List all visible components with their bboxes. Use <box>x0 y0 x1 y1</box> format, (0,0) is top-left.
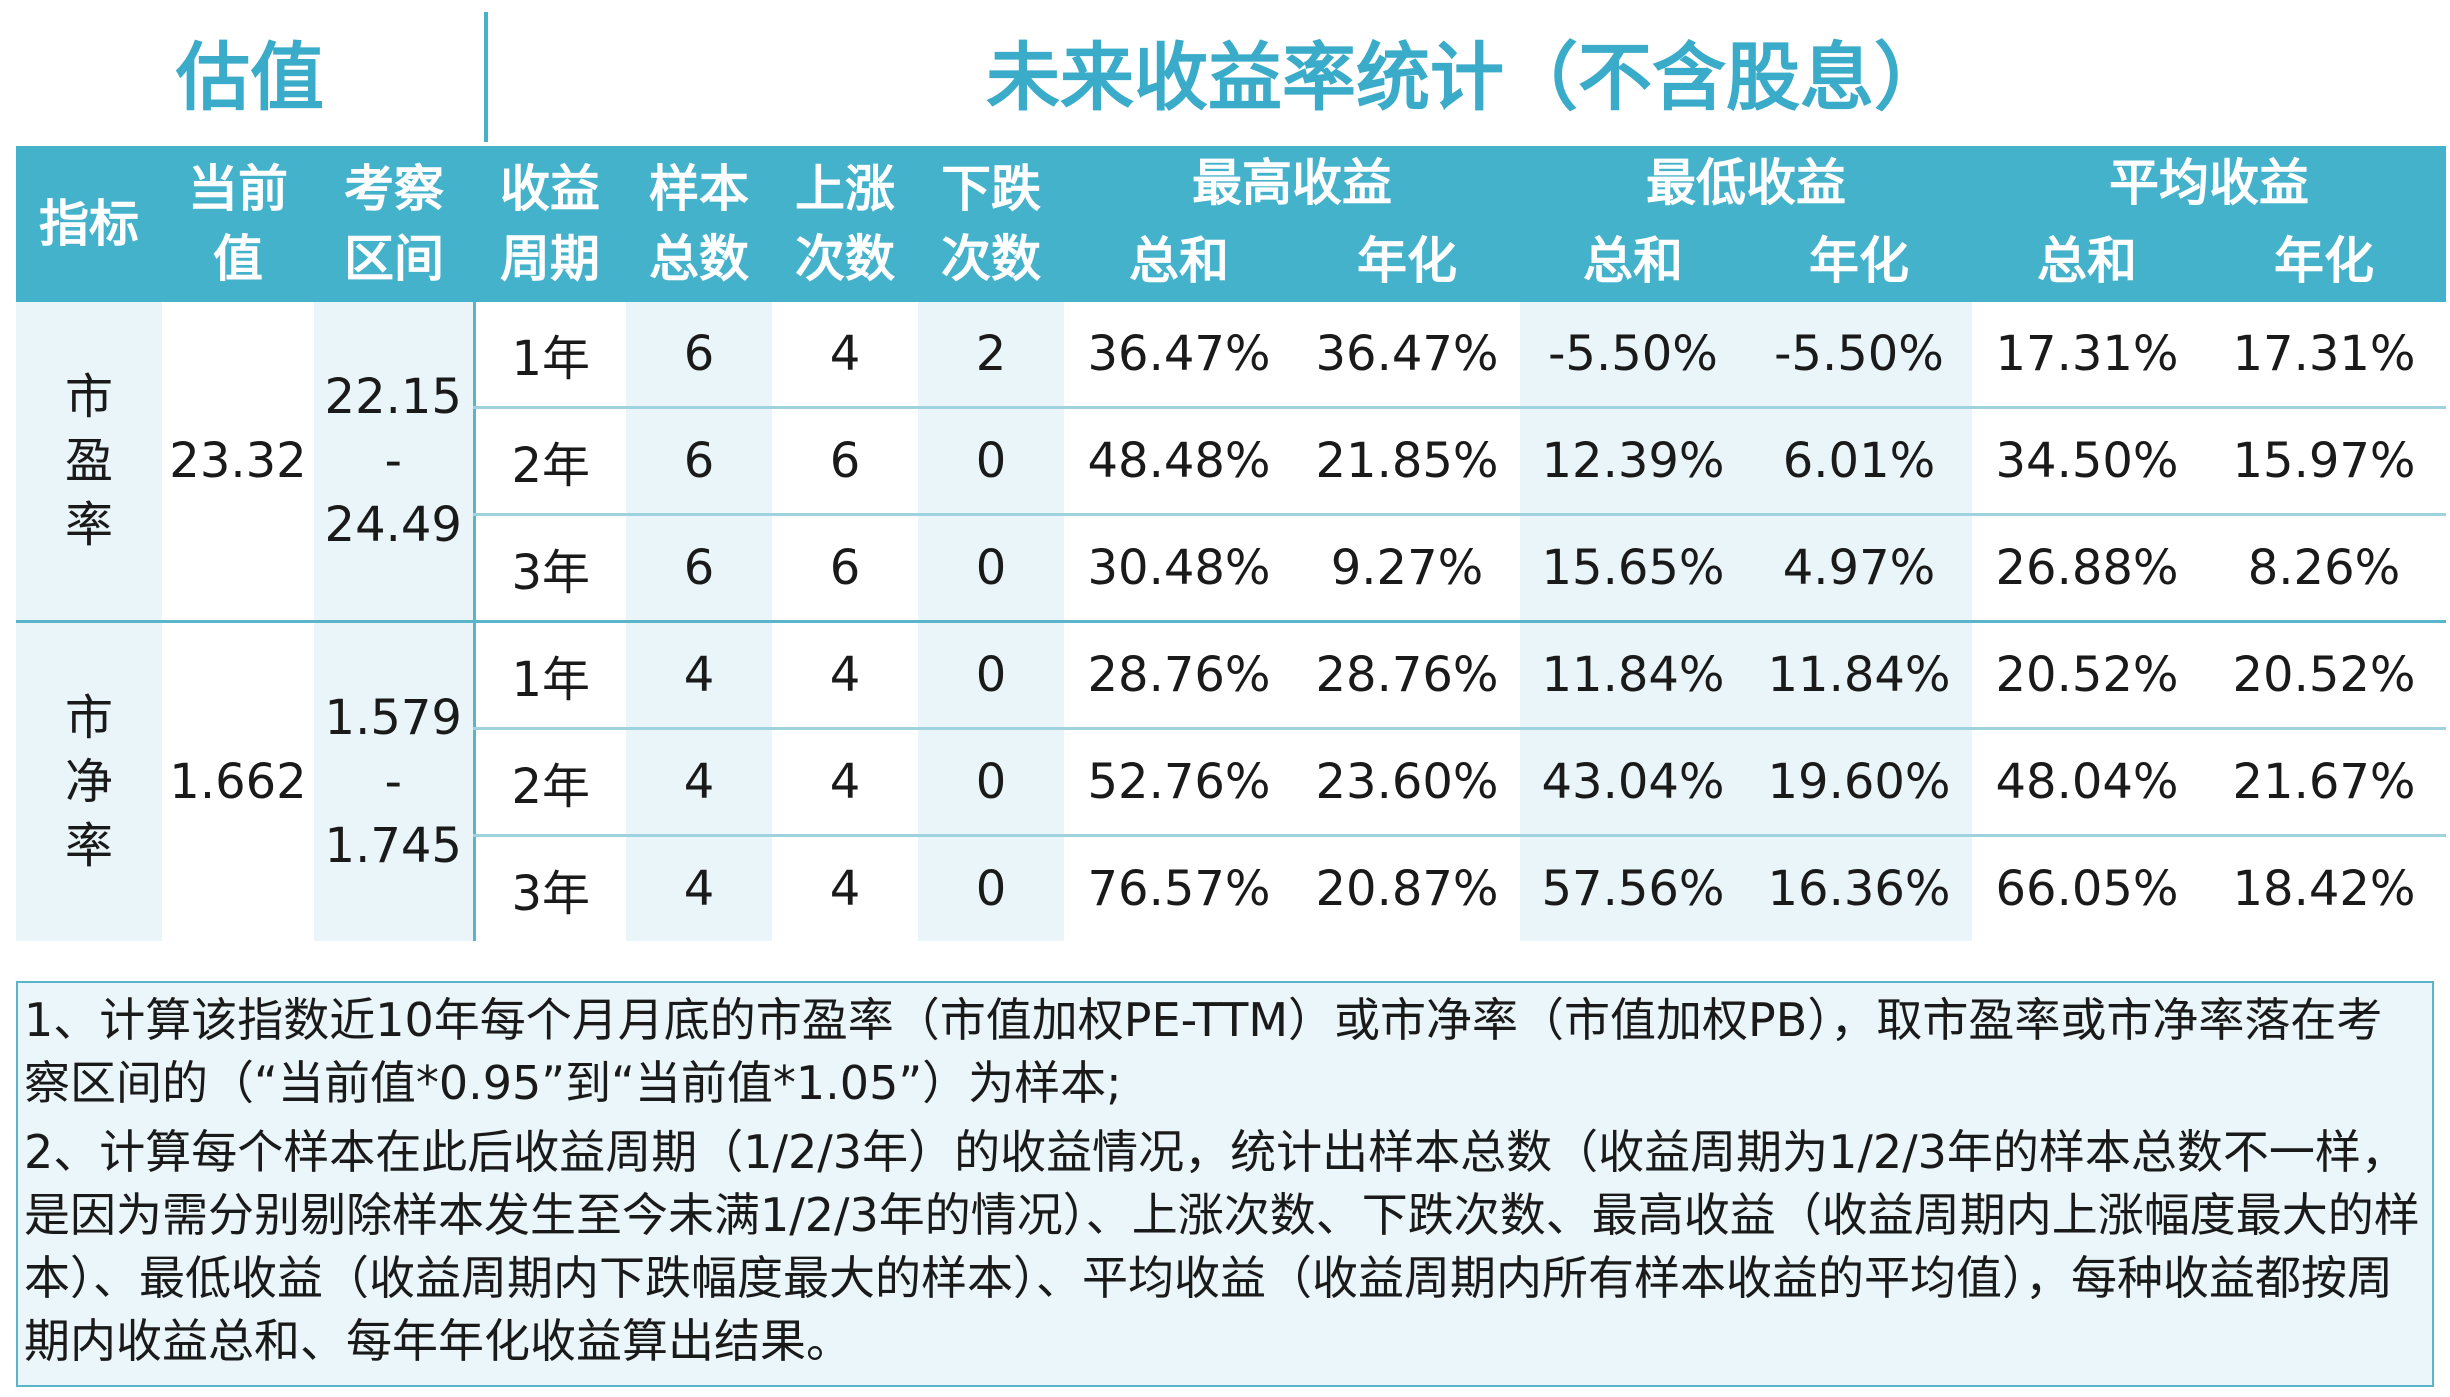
header-avg: 平均收益 <box>1972 146 2446 220</box>
period-cell: 2年 <box>472 407 626 516</box>
table-row: 3年 6 6 0 30.48% 9.27% 15.65% 4.97% 26.88… <box>16 514 2446 622</box>
min-total-cell: 15.65% <box>1520 514 1746 622</box>
max-annual-cell: 28.76% <box>1294 620 1520 730</box>
samples-cell: 6 <box>626 302 772 409</box>
header-avg-annual: 年化 <box>2202 220 2446 302</box>
max-total-cell: 28.76% <box>1064 620 1294 730</box>
avg-total-cell: 20.52% <box>1972 620 2202 730</box>
range-pe: 22.15-24.49 <box>314 302 474 622</box>
min-annual-cell: -5.50% <box>1746 302 1972 409</box>
header-up: 上涨 次数 <box>772 146 918 302</box>
max-total-cell: 76.57% <box>1064 835 1294 941</box>
min-total-cell: 12.39% <box>1520 407 1746 516</box>
future-return-title: 未来收益率统计（不含股息） <box>986 34 1948 121</box>
min-annual-cell: 19.60% <box>1746 728 1972 837</box>
down-cell: 2 <box>918 302 1064 409</box>
avg-annual-cell: 20.52% <box>2202 620 2446 730</box>
table-row: 市盈率 23.32 22.15-24.49 1年 6 4 2 36.47% 36… <box>16 302 2446 622</box>
up-cell: 4 <box>772 835 918 941</box>
avg-total-cell: 26.88% <box>1972 514 2202 622</box>
samples-cell: 4 <box>626 835 772 941</box>
down-cell: 0 <box>918 728 1064 837</box>
up-cell: 4 <box>772 620 918 730</box>
max-total-cell: 36.47% <box>1064 302 1294 409</box>
avg-annual-cell: 21.67% <box>2202 728 2446 837</box>
min-annual-cell: 6.01% <box>1746 407 1972 516</box>
header-indicator: 指标 <box>16 146 162 302</box>
max-total-cell: 30.48% <box>1064 514 1294 622</box>
max-annual-cell: 9.27% <box>1294 514 1520 622</box>
down-cell: 0 <box>918 407 1064 516</box>
min-total-cell: 57.56% <box>1520 835 1746 941</box>
current-value-pb: 1.662 <box>162 620 314 941</box>
avg-annual-cell: 8.26% <box>2202 514 2446 622</box>
period-cell: 2年 <box>472 728 626 837</box>
min-total-cell: -5.50% <box>1520 302 1746 409</box>
note-1: 1、计算该指数近10年每个月月底的市盈率（市值加权PE-TTM）或市净率（市值加… <box>24 993 2383 1110</box>
avg-annual-cell: 15.97% <box>2202 407 2446 516</box>
down-cell: 0 <box>918 514 1064 622</box>
header-samples: 样本 总数 <box>626 146 772 302</box>
min-annual-cell: 4.97% <box>1746 514 1972 622</box>
min-total-cell: 11.84% <box>1520 620 1746 730</box>
return-stats-table: 指标 当前值 考察 区间 收益 周期 样本 总数 上涨 次数 下跌 次数 最高收益 最低收… <box>16 146 2446 941</box>
valuation-title: 估值 <box>176 34 324 121</box>
header-range: 考察 区间 <box>314 146 474 302</box>
max-total-cell: 48.48% <box>1064 407 1294 516</box>
max-annual-cell: 36.47% <box>1294 302 1520 409</box>
min-annual-cell: 11.84% <box>1746 620 1972 730</box>
header-min-total: 总和 <box>1520 220 1746 302</box>
note-2: 2、计算每个样本在此后收益周期（1/2/3年）的收益情况，统计出样本总数（收益周… <box>24 1125 2420 1368</box>
title-divider <box>484 12 488 142</box>
header-min: 最低收益 <box>1520 146 1972 220</box>
header-max-annual: 年化 <box>1294 220 1520 302</box>
header-min-annual: 年化 <box>1746 220 1972 302</box>
period-cell: 1年 <box>472 620 626 730</box>
avg-annual-cell: 17.31% <box>2202 302 2446 409</box>
table-row: 3年 4 4 0 76.57% 20.87% 57.56% 16.36% 66.… <box>16 835 2446 941</box>
max-total-cell: 52.76% <box>1064 728 1294 837</box>
min-total-cell: 43.04% <box>1520 728 1746 837</box>
header-max-total: 总和 <box>1064 220 1294 302</box>
down-cell: 0 <box>918 620 1064 730</box>
period-cell: 1年 <box>472 302 626 409</box>
range-pb: 1.579-1.745 <box>314 620 474 941</box>
table-row: 2年 6 6 0 48.48% 21.85% 12.39% 6.01% 34.5… <box>16 407 2446 516</box>
header-avg-total: 总和 <box>1972 220 2202 302</box>
period-cell: 3年 <box>472 514 626 622</box>
max-annual-cell: 20.87% <box>1294 835 1520 941</box>
up-cell: 6 <box>772 407 918 516</box>
avg-annual-cell: 18.42% <box>2202 835 2446 941</box>
samples-cell: 4 <box>626 620 772 730</box>
samples-cell: 6 <box>626 407 772 516</box>
up-cell: 6 <box>772 514 918 622</box>
table-row: 2年 4 4 0 52.76% 23.60% 43.04% 19.60% 48.… <box>16 728 2446 837</box>
up-cell: 4 <box>772 728 918 837</box>
min-annual-cell: 16.36% <box>1746 835 1972 941</box>
methodology-notes: 1、计算该指数近10年每个月月底的市盈率（市值加权PE-TTM）或市净率（市值加… <box>16 981 2434 1387</box>
samples-cell: 4 <box>626 728 772 837</box>
header-period: 收益 周期 <box>474 146 626 302</box>
up-cell: 4 <box>772 302 918 409</box>
max-annual-cell: 21.85% <box>1294 407 1520 516</box>
period-cell: 3年 <box>472 835 626 941</box>
max-annual-cell: 23.60% <box>1294 728 1520 837</box>
table-row: 市净率 1.662 1.579-1.745 1年 4 4 0 28.76% 28… <box>16 620 2446 941</box>
avg-total-cell: 34.50% <box>1972 407 2202 516</box>
indicator-pb: 市净率 <box>16 620 162 941</box>
avg-total-cell: 48.04% <box>1972 728 2202 837</box>
header-max: 最高收益 <box>1064 146 1520 220</box>
avg-total-cell: 66.05% <box>1972 835 2202 941</box>
samples-cell: 6 <box>626 514 772 622</box>
header-down: 下跌 次数 <box>918 146 1064 302</box>
current-value-pe: 23.32 <box>162 302 314 622</box>
indicator-pe: 市盈率 <box>16 302 162 622</box>
down-cell: 0 <box>918 835 1064 941</box>
avg-total-cell: 17.31% <box>1972 302 2202 409</box>
header-current: 当前值 <box>162 146 314 302</box>
